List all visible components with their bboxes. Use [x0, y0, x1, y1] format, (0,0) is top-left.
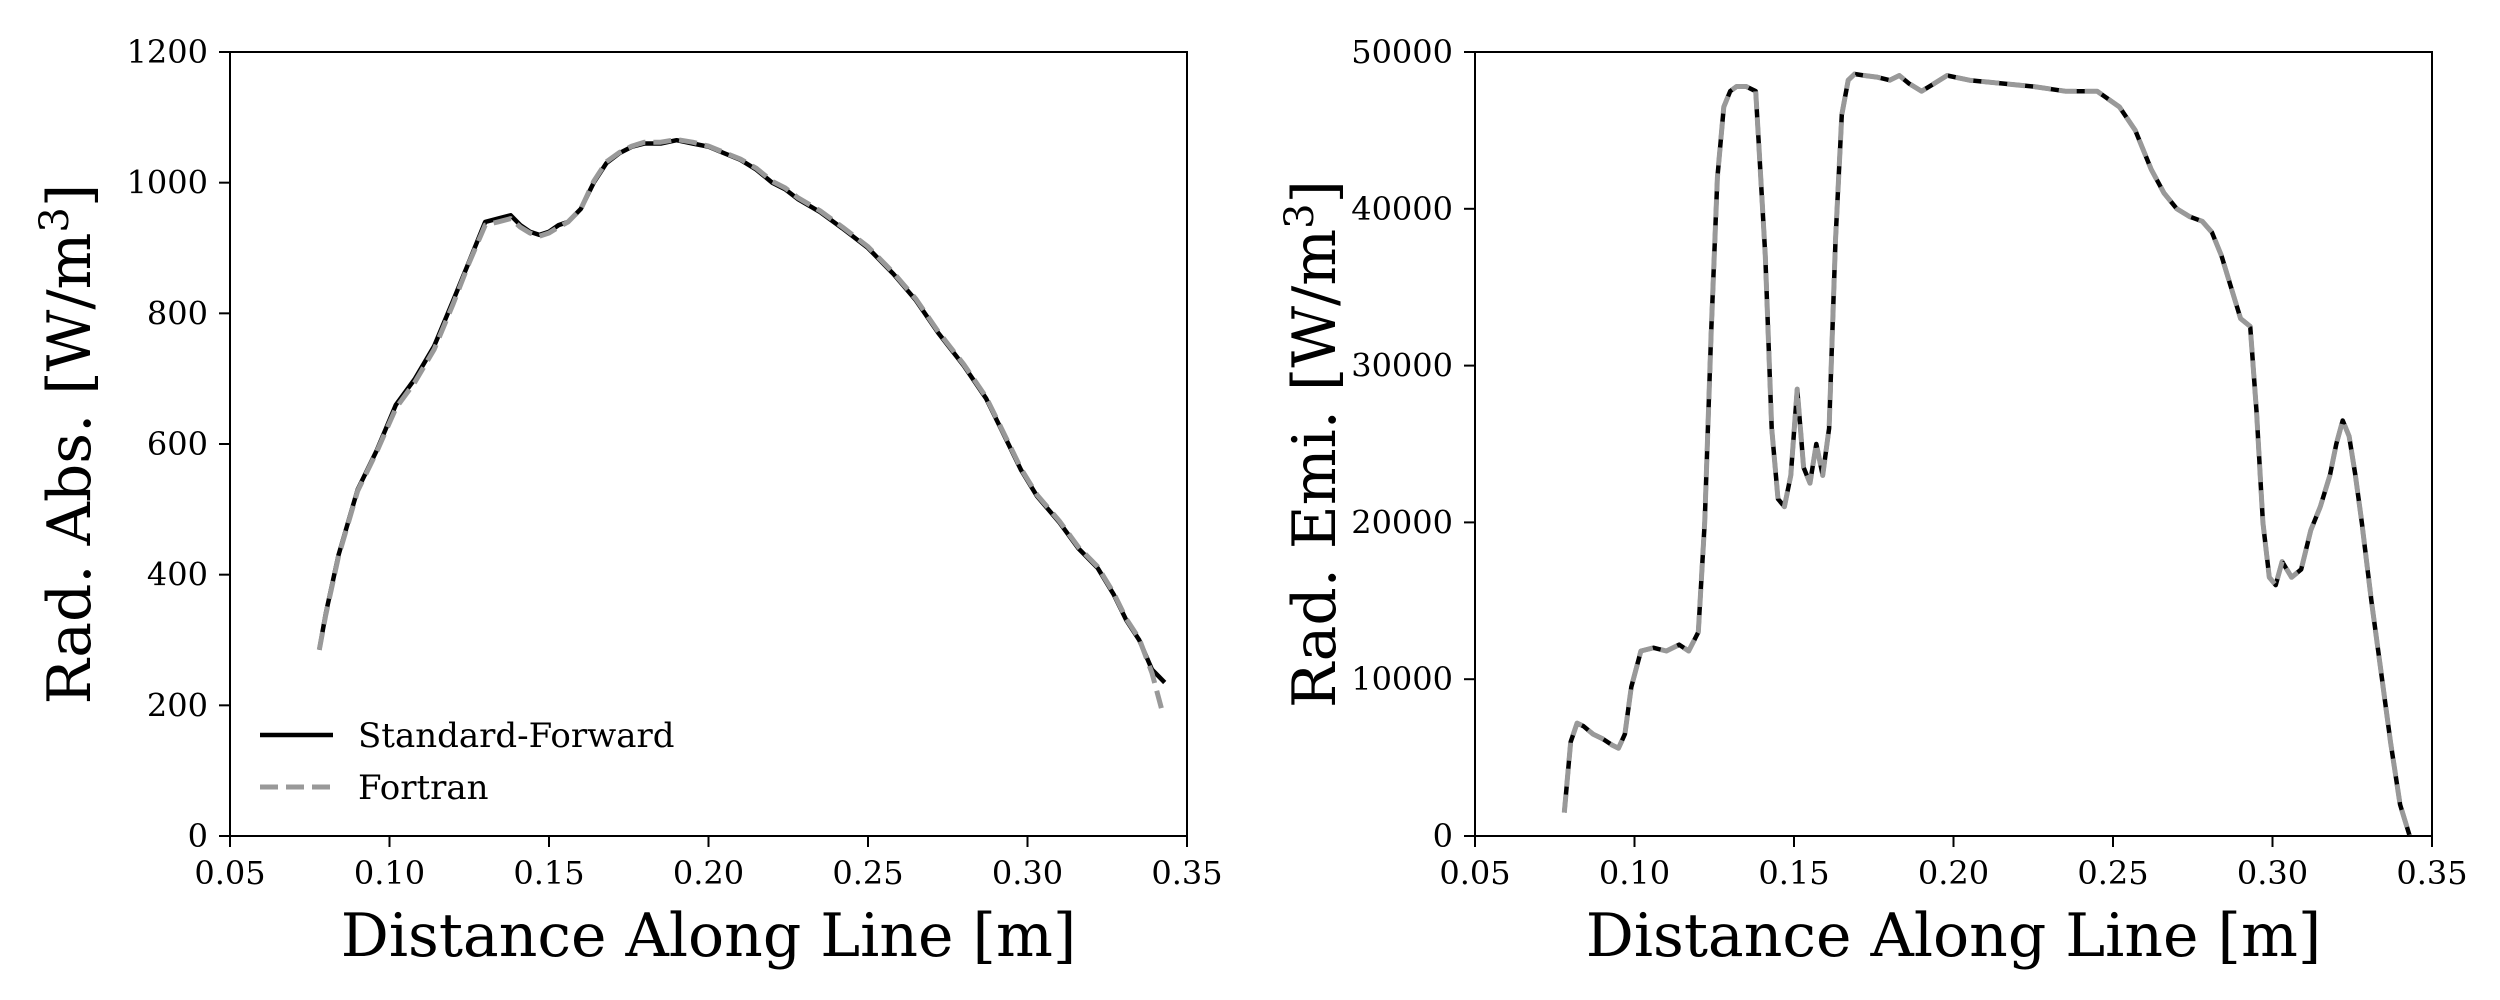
x-tick-label: 0.15	[513, 854, 584, 892]
chart-panel-1: 0.05 0.10 0.15 0.20 0.25 0.30 0.35 0 200 400 600 80…	[32, 33, 1223, 971]
y-tick-label: 20000	[1351, 503, 1453, 541]
y-axis-label-end: ]	[35, 184, 105, 207]
x-tick-label: 0.10	[1599, 854, 1670, 892]
y-tick-label: 0	[188, 817, 208, 855]
y-axis-label-end: ]	[1280, 180, 1350, 203]
x-tick-label: 0.05	[1439, 854, 1510, 892]
x-tick-label: 0.25	[832, 854, 903, 892]
x-tick-label: 0.20	[1918, 854, 1989, 892]
y-axis-label-main: Rad. Emi. [W/m	[1280, 229, 1350, 708]
y-tick-label: 50000	[1351, 33, 1453, 71]
x-axis-label: Distance Along Line [m]	[341, 901, 1077, 971]
legend-label-standard-forward: Standard-Forward	[358, 716, 675, 756]
x-tick-label: 0.35	[1151, 854, 1222, 892]
y-tick-label: 600	[147, 425, 208, 463]
y-axis-label-main: Rad. Abs. [W/m	[35, 233, 105, 705]
series-line-fortran	[1561, 71, 2413, 837]
x-tick-label: 0.05	[194, 854, 265, 892]
series-line-fortran	[316, 137, 1164, 710]
y-tick-label: 0	[1433, 817, 1453, 855]
x-tick-label: 0.10	[354, 854, 425, 892]
x-tick-label: 0.30	[992, 854, 1063, 892]
y-axis-label: Rad. Abs. [W/m3]	[32, 184, 105, 705]
x-tick-label: 0.25	[2077, 854, 2148, 892]
y-tick-label: 800	[147, 294, 208, 332]
y-tick-label: 30000	[1351, 347, 1453, 385]
y-tick-label: 400	[147, 556, 208, 594]
legend-label-fortran: Fortran	[358, 768, 489, 808]
y-tick-label: 10000	[1351, 660, 1453, 698]
y-axis-label-superscript: 3	[32, 207, 78, 232]
x-tick-label: 0.30	[2237, 854, 2308, 892]
x-tick-label: 0.20	[673, 854, 744, 892]
y-tick-label: 1000	[127, 164, 208, 202]
chart-panel-2: 0.05 0.10 0.15 0.20 0.25 0.30 0.35 0 10000 20000 3…	[1277, 33, 2468, 971]
y-axis-label: Rad. Emi. [W/m3]	[1277, 180, 1350, 708]
y-tick-label: 200	[147, 686, 208, 724]
y-tick-label: 40000	[1351, 190, 1453, 228]
legend: Standard-Forward Fortran	[260, 716, 675, 808]
y-axis-label-superscript: 3	[1277, 203, 1323, 228]
x-tick-label: 0.35	[2396, 854, 2467, 892]
x-tick-label: 0.15	[1758, 854, 1829, 892]
x-axis-label: Distance Along Line [m]	[1586, 901, 2322, 971]
y-tick-label: 1200	[127, 33, 208, 71]
